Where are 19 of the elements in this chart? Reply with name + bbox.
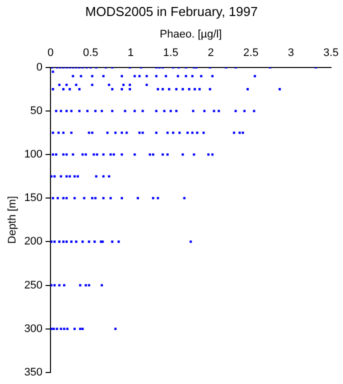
y-tick-label: 300: [24, 322, 43, 335]
x-tick-label: 3.5: [323, 46, 339, 59]
x-tick-label: 2.5: [243, 46, 259, 59]
y-tick-label: 350: [24, 366, 43, 378]
y-tick-label: 50: [30, 105, 43, 118]
y-tick-label: 100: [24, 148, 43, 161]
x-tick-label: 0.5: [82, 46, 98, 59]
y-tick-label: 200: [24, 236, 43, 248]
chart-title: MODS2005 in February, 1997: [84, 4, 259, 19]
x-tick-label: 1.5: [163, 46, 178, 59]
x-tick-label: 0: [47, 46, 54, 59]
x-tick-label: 2: [208, 46, 214, 59]
y-tick-label: 150: [24, 192, 43, 204]
y-axis-title: Depth [m]: [6, 196, 19, 244]
x-tick-label: 3: [288, 46, 294, 59]
y-tick-label: 0: [36, 61, 43, 74]
y-tick-label: 250: [24, 279, 43, 292]
x-tick-label: 1: [128, 46, 134, 59]
x-axis-title: Phaeo. [µg/l]: [160, 28, 222, 41]
